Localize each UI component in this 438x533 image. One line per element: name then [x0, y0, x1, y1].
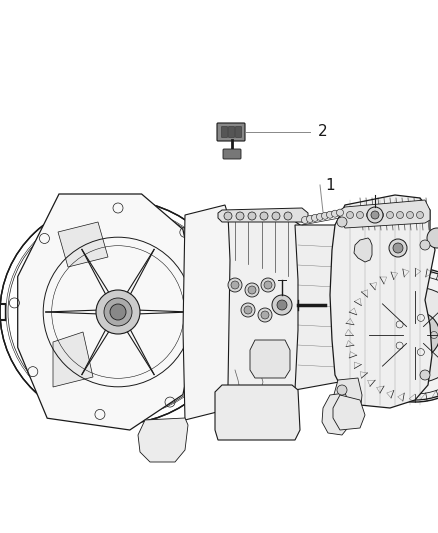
Polygon shape [18, 194, 201, 430]
Circle shape [284, 212, 292, 220]
Circle shape [264, 281, 272, 289]
Circle shape [317, 213, 324, 220]
Circle shape [258, 308, 272, 322]
Polygon shape [58, 222, 108, 267]
Circle shape [420, 240, 430, 250]
Ellipse shape [347, 270, 438, 400]
Polygon shape [295, 225, 360, 390]
Polygon shape [250, 340, 290, 378]
Circle shape [371, 211, 379, 219]
Polygon shape [354, 238, 372, 262]
Circle shape [417, 212, 424, 219]
FancyBboxPatch shape [222, 126, 227, 138]
Polygon shape [340, 200, 430, 228]
Circle shape [332, 210, 339, 217]
Circle shape [420, 370, 430, 380]
Circle shape [389, 239, 407, 257]
Circle shape [261, 278, 275, 292]
Text: 1: 1 [325, 177, 335, 192]
Circle shape [104, 298, 132, 326]
Circle shape [228, 278, 242, 292]
Circle shape [311, 214, 318, 221]
Circle shape [367, 207, 383, 223]
Circle shape [377, 212, 384, 219]
Circle shape [260, 212, 268, 220]
Polygon shape [218, 208, 308, 222]
Circle shape [110, 304, 126, 320]
Circle shape [96, 290, 140, 334]
Text: 2: 2 [318, 125, 328, 140]
Circle shape [427, 228, 438, 248]
Circle shape [393, 243, 403, 253]
Circle shape [224, 212, 232, 220]
Circle shape [346, 212, 353, 219]
Polygon shape [215, 218, 305, 400]
Circle shape [337, 385, 347, 395]
Circle shape [396, 212, 403, 219]
Polygon shape [215, 385, 300, 440]
Circle shape [406, 212, 413, 219]
Polygon shape [53, 332, 93, 387]
FancyBboxPatch shape [217, 123, 245, 141]
Circle shape [272, 212, 280, 220]
Polygon shape [333, 395, 365, 430]
Circle shape [248, 212, 256, 220]
Circle shape [336, 209, 343, 216]
Circle shape [357, 212, 364, 219]
Circle shape [261, 311, 269, 319]
Circle shape [326, 211, 333, 218]
Polygon shape [333, 378, 362, 422]
Circle shape [337, 217, 347, 227]
Circle shape [367, 212, 374, 219]
Circle shape [277, 300, 287, 310]
Circle shape [236, 212, 244, 220]
Circle shape [248, 286, 256, 294]
Ellipse shape [408, 328, 422, 342]
Circle shape [301, 216, 308, 223]
FancyBboxPatch shape [236, 126, 241, 138]
Ellipse shape [365, 287, 438, 383]
Circle shape [245, 283, 259, 297]
Polygon shape [330, 195, 435, 408]
Circle shape [321, 212, 328, 219]
Ellipse shape [401, 322, 429, 348]
Polygon shape [138, 418, 188, 462]
Polygon shape [183, 205, 230, 420]
Polygon shape [322, 393, 350, 435]
FancyBboxPatch shape [229, 126, 234, 138]
Circle shape [231, 281, 239, 289]
Ellipse shape [390, 311, 438, 359]
Circle shape [244, 306, 252, 314]
Circle shape [386, 212, 393, 219]
Circle shape [272, 295, 292, 315]
Circle shape [241, 303, 255, 317]
FancyBboxPatch shape [223, 149, 241, 159]
Circle shape [307, 215, 314, 222]
